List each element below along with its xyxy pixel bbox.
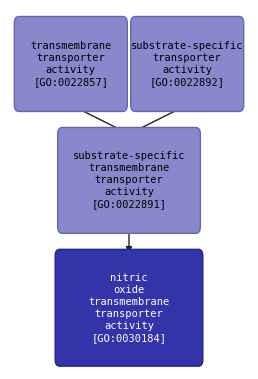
FancyBboxPatch shape — [55, 249, 203, 366]
FancyBboxPatch shape — [131, 17, 244, 111]
Text: nitric
oxide
transmembrane
transporter
activity
[GO:0030184]: nitric oxide transmembrane transporter a… — [88, 273, 170, 343]
Text: substrate-specific
transporter
activity
[GO:0022892]: substrate-specific transporter activity … — [131, 41, 244, 87]
FancyBboxPatch shape — [14, 17, 127, 111]
Text: substrate-specific
transmembrane
transporter
activity
[GO:0022891]: substrate-specific transmembrane transpo… — [73, 151, 185, 210]
Text: transmembrane
transporter
activity
[GO:0022857]: transmembrane transporter activity [GO:0… — [30, 41, 111, 87]
FancyBboxPatch shape — [58, 127, 200, 233]
